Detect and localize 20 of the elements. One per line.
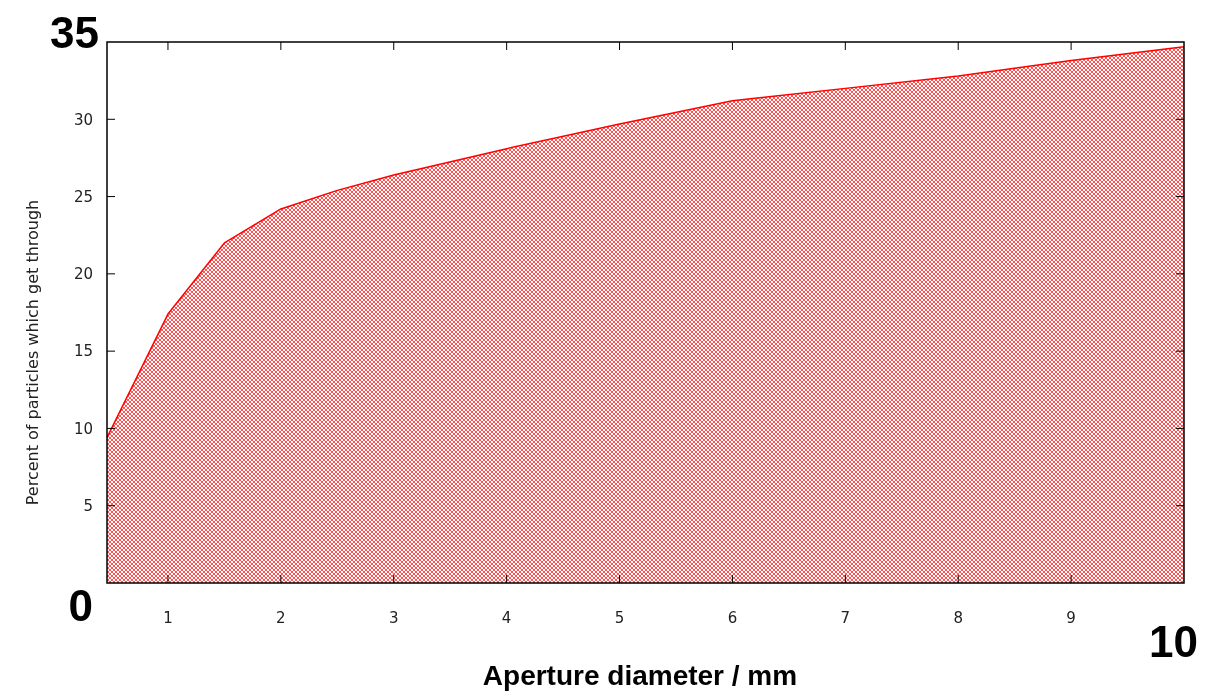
- text: 0: [68, 581, 93, 630]
- x-tick-label: 9: [1066, 609, 1076, 627]
- y-tick-label: 20: [73, 265, 93, 284]
- x-axis-title: Aperture diameter / mm: [482, 660, 798, 691]
- text: 10: [1149, 617, 1198, 666]
- y-tick-label: 5: [83, 496, 93, 515]
- x-tick-label: 7: [840, 609, 851, 627]
- x-tick-label: 8: [953, 609, 963, 627]
- x-tick-label: 6: [727, 609, 738, 627]
- x-tick-label: 2: [276, 609, 286, 627]
- x-tick-label: 5: [614, 609, 625, 627]
- y-tick-label: 10: [73, 419, 93, 438]
- y-tick-label: 25: [73, 187, 93, 206]
- x-tick-label: 4: [501, 609, 512, 627]
- y-tick-label: 15: [73, 342, 93, 361]
- x-tick-label: 1: [163, 609, 173, 627]
- y-axis-title: Percent of particles which get through: [23, 199, 42, 506]
- x-tick-label: 3: [388, 609, 399, 627]
- text: 35: [50, 8, 99, 57]
- y-tick-label: 30: [73, 110, 93, 129]
